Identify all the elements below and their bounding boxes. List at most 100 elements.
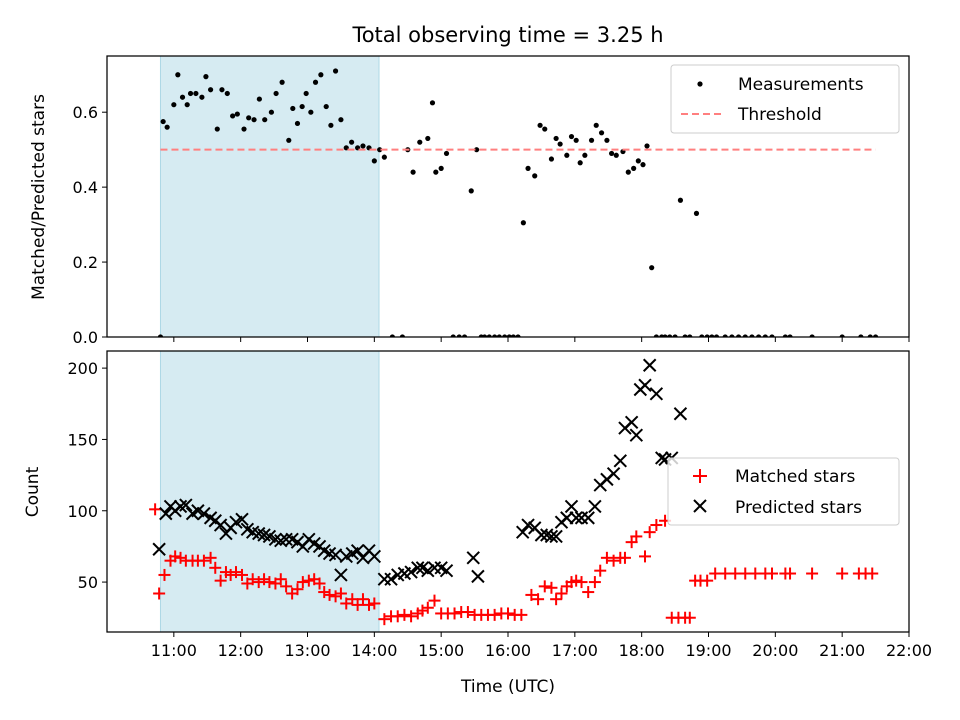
plot-area — [149, 358, 879, 626]
measurement-point — [410, 169, 416, 175]
y-tick-label: 0.6 — [73, 103, 98, 122]
x-tick-label: 15:00 — [418, 641, 464, 660]
measurement-point — [262, 117, 268, 123]
matched-star-point — [502, 607, 514, 620]
matched-star-point — [643, 526, 656, 539]
predicted-star-point — [673, 407, 688, 421]
measurement-point — [537, 122, 543, 128]
measurement-point — [588, 137, 595, 143]
matched-star-point — [639, 550, 652, 563]
measurement-point — [573, 137, 579, 143]
measurement-point — [867, 334, 873, 337]
matched-star-point — [398, 608, 411, 621]
measurement-point — [175, 72, 181, 78]
matched-star-point — [765, 567, 778, 580]
matched-star-point — [416, 604, 429, 617]
measurement-point — [839, 334, 845, 337]
y-tick-label: 100 — [67, 502, 98, 521]
measurement-point — [502, 334, 508, 337]
measurement-point — [456, 334, 462, 337]
matched-star-point — [214, 574, 227, 587]
x-tick-label: 21:00 — [819, 641, 865, 660]
predicted-star-point — [367, 549, 382, 564]
measurement-point — [635, 158, 641, 164]
measurement-point — [672, 334, 678, 337]
predicted-star-point — [179, 498, 193, 512]
x-tick-label: 22:00 — [886, 641, 932, 660]
top-panel: 0.0 0.2 0.4 0.6 Matched/Predicted stars Mea… — [29, 55, 910, 347]
measurement-point — [735, 334, 742, 337]
measurement-point — [640, 162, 646, 168]
measurement-point — [653, 334, 659, 337]
measurement-point — [699, 334, 705, 337]
matched-star-point — [274, 573, 287, 586]
matched-star-point — [174, 551, 187, 564]
matched-star-point — [570, 574, 583, 587]
legend-measurements-label: Measurements — [738, 75, 864, 95]
matched-star-point — [258, 573, 271, 586]
predicted-star-point — [421, 563, 435, 578]
matched-star-point — [368, 597, 381, 610]
matched-star-point — [545, 581, 558, 594]
measurement-point — [207, 87, 214, 93]
predicted-star-point — [581, 511, 595, 525]
predicted-star-point — [471, 569, 485, 584]
legend-matched-label: Matched stars — [735, 467, 855, 487]
matched-star-point — [525, 588, 538, 601]
measurement-point — [360, 143, 366, 149]
matched-star-point — [836, 567, 849, 580]
bottom-shaded-region — [159, 350, 380, 633]
predicted-star-point — [638, 378, 652, 392]
measurement-point — [762, 334, 768, 337]
measurement-point — [782, 334, 788, 337]
legend-predicted-label: Predicted stars — [735, 498, 862, 518]
observing-window-shade — [159, 350, 380, 633]
measurement-point — [649, 265, 655, 271]
predicted-star-point — [613, 454, 627, 468]
measurement-point — [677, 197, 684, 203]
predicted-star-point — [544, 529, 559, 544]
matched-star-point — [630, 530, 643, 543]
measurement-point — [299, 103, 305, 110]
measurement-point — [520, 220, 526, 226]
bottom-ylabel: Count — [23, 466, 43, 517]
predicted-star-point — [642, 358, 657, 372]
measurement-point — [171, 102, 177, 108]
measurement-point — [756, 334, 762, 337]
x-tick-label: 18:00 — [619, 641, 665, 660]
x-tick-label: 19:00 — [685, 641, 731, 660]
bottom-xlabel: Time (UTC) — [460, 677, 555, 697]
x-tick-label: 12:00 — [218, 641, 264, 660]
top-legend-box — [670, 64, 900, 134]
predicted-star-point — [384, 572, 398, 586]
matched-star-point — [806, 567, 819, 580]
matched-star-point — [158, 568, 171, 581]
matched-star-point — [224, 568, 237, 581]
measurement-point — [256, 96, 262, 102]
measurement-point — [251, 117, 257, 123]
measurement-point — [872, 334, 879, 337]
predicted-star-point — [624, 415, 639, 430]
predicted-star-point — [521, 518, 535, 532]
predicted-star-point — [152, 542, 166, 556]
predicted-star-point — [235, 512, 249, 527]
matched-star-point — [532, 593, 545, 606]
measurement-point — [787, 334, 793, 337]
measurement-point — [473, 147, 480, 153]
measurement-point — [230, 113, 236, 119]
measurement-point — [417, 139, 423, 145]
matched-star-point — [391, 610, 404, 623]
measurement-point — [450, 334, 456, 337]
measurement-point — [525, 165, 531, 171]
matched-star-point — [550, 593, 563, 606]
predicted-star-point — [515, 525, 530, 539]
measurement-point — [662, 334, 668, 337]
measurement-point — [468, 188, 474, 194]
measurement-point — [425, 135, 431, 142]
measurement-point — [303, 90, 309, 97]
y-tick-label: 200 — [67, 359, 98, 378]
measurement-point — [389, 334, 395, 337]
matched-star-point — [461, 606, 474, 619]
matched-star-point — [329, 590, 342, 603]
measurement-point — [693, 210, 700, 216]
